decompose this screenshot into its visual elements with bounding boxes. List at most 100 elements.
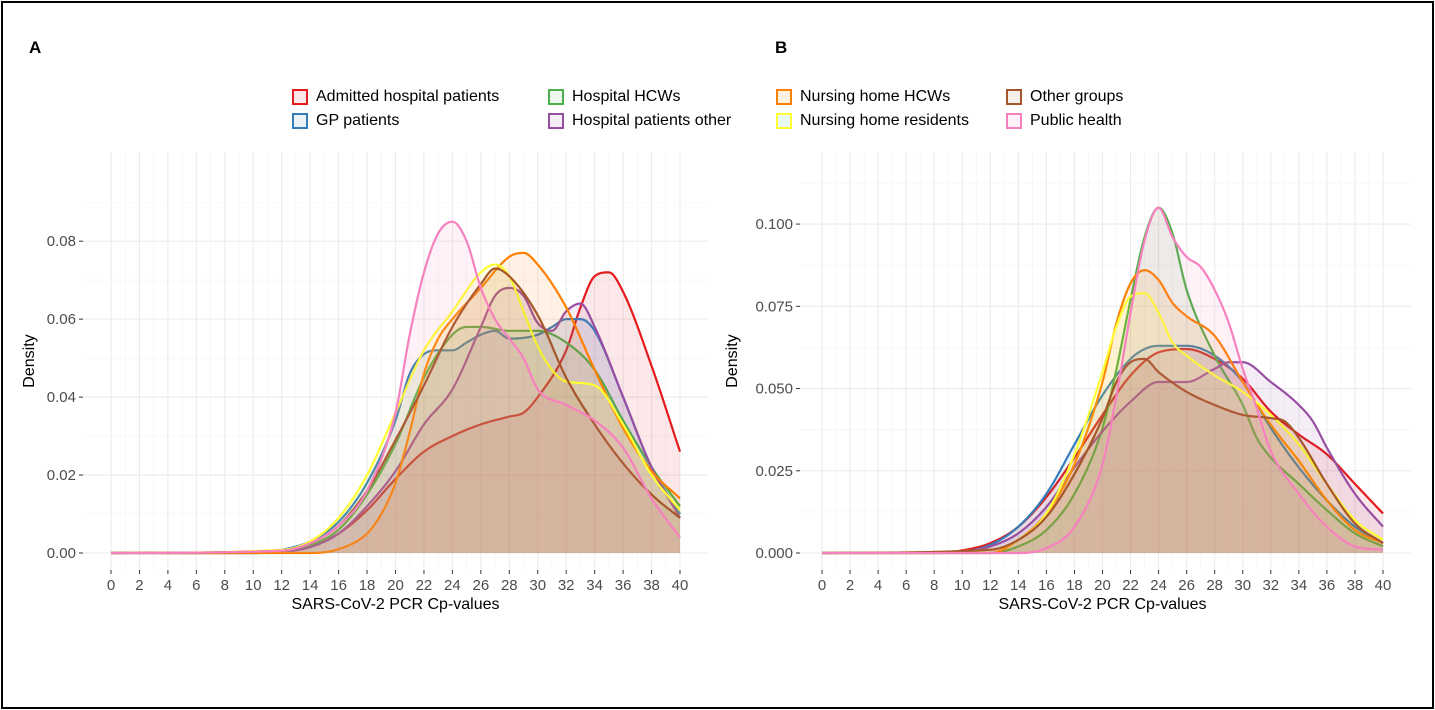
x-tick-label: 14 — [302, 577, 319, 594]
legend-label: Admitted hospital patients — [316, 88, 500, 105]
x-tick-label: 20 — [387, 577, 404, 594]
density-line-public-health — [110, 220, 681, 555]
y-tick-label: 0.02 — [47, 467, 76, 484]
density-area-other-groups — [111, 268, 680, 553]
legend-key — [776, 113, 792, 129]
x-tick-label: 12 — [982, 577, 999, 594]
legend-key — [1006, 89, 1022, 105]
density-line-public-health — [822, 206, 1384, 555]
density-area-hospital-hcws — [111, 326, 680, 553]
legend-label: Public health — [1030, 112, 1122, 129]
y-tick-label: 0.000 — [755, 545, 793, 562]
density-area-hospital-patients-other — [111, 287, 680, 553]
x-tick-label: 26 — [1178, 577, 1195, 594]
axes: 0 2 4 6 8 10 12 14 16 18 20 22 24 26 28 30 32 34 36 38 400.0… — [21, 233, 688, 613]
axes: 0 2 4 6 8 10 12 14 16 18 20 22 24 26 28 30 32 34 36 38 400.0… — [724, 216, 1391, 613]
density-area-admitted-hospital-patients — [111, 272, 680, 553]
density-area-hospital-patients-other — [822, 362, 1383, 553]
x-tick-label: 2 — [846, 577, 854, 594]
legend-key — [292, 113, 308, 129]
x-tick-label: 40 — [672, 577, 689, 594]
x-tick-label: 10 — [954, 577, 971, 594]
density-area-admitted-hospital-patients — [822, 349, 1383, 553]
legend-item-hospital-patients-other: Hospital patients other — [548, 110, 731, 132]
density-area-nursing-home-residents — [822, 293, 1383, 553]
x-tick-label: 4 — [874, 577, 882, 594]
density-area-gp-patients — [111, 319, 680, 553]
x-tick-label: 24 — [1150, 577, 1167, 594]
y-tick-label: 0.00 — [47, 545, 76, 562]
x-tick-label: 6 — [192, 577, 200, 594]
density-area-hospital-hcws — [822, 207, 1383, 553]
x-tick-label: 28 — [1206, 577, 1223, 594]
legend-item-nursing-home-residents: Nursing home residents — [776, 110, 969, 132]
x-tick-label: 16 — [1038, 577, 1055, 594]
density-area-nursing-home-residents — [111, 264, 680, 553]
grid-major — [83, 152, 708, 570]
grid-major — [800, 152, 1411, 570]
x-tick-label: 40 — [1375, 577, 1392, 594]
density-area-nursing-home-hcws — [111, 252, 680, 553]
grid-minor — [83, 152, 708, 570]
chart-legend: Admitted hospital patients GP patients H… — [292, 86, 1192, 136]
x-tick-label: 30 — [529, 577, 546, 594]
x-tick-label: 18 — [359, 577, 376, 594]
legend-item-public-health: Public health — [1006, 110, 1122, 132]
legend-item-other-groups: Other groups — [1006, 86, 1123, 108]
x-tick-label: 26 — [473, 577, 490, 594]
x-tick-label: 0 — [818, 577, 826, 594]
legend-key — [1006, 113, 1022, 129]
density-area-public-health — [111, 221, 680, 553]
y-tick-label: 0.04 — [47, 389, 76, 406]
series-public-health — [822, 206, 1384, 555]
x-tick-label: 10 — [245, 577, 262, 594]
x-tick-label: 0 — [107, 577, 115, 594]
x-tick-label: 20 — [1094, 577, 1111, 594]
y-tick-label: 0.100 — [755, 216, 793, 233]
x-tick-label: 4 — [164, 577, 172, 594]
legend-item-admitted-hospital-patients: Admitted hospital patients — [292, 86, 499, 108]
legend-label: Nursing home residents — [800, 112, 969, 129]
x-tick-label: 34 — [586, 577, 603, 594]
x-tick-label: 2 — [135, 577, 143, 594]
x-tick-label: 24 — [444, 577, 461, 594]
density-area-nursing-home-hcws — [822, 270, 1383, 553]
legend-key — [292, 89, 308, 105]
x-tick-label: 8 — [930, 577, 938, 594]
legend-label: Hospital HCWs — [572, 88, 681, 105]
y-tick-label: 0.06 — [47, 311, 76, 328]
y-tick-label: 0.025 — [755, 463, 793, 480]
legend-key — [548, 113, 564, 129]
y-axis-label: Density — [21, 334, 38, 387]
x-tick-label: 18 — [1066, 577, 1083, 594]
panel-a-label: A — [29, 38, 42, 57]
series-public-health — [110, 220, 681, 555]
x-tick-label: 8 — [221, 577, 229, 594]
x-tick-label: 38 — [1347, 577, 1364, 594]
x-tick-label: 6 — [902, 577, 910, 594]
legend-label: Other groups — [1030, 88, 1124, 105]
x-axis-label: SARS-CoV-2 PCR Cp-values — [291, 596, 499, 613]
density-area-gp-patients — [822, 345, 1383, 553]
legend-key — [776, 89, 792, 105]
legend-label: GP patients — [316, 112, 400, 129]
x-tick-label: 22 — [1122, 577, 1139, 594]
x-tick-label: 16 — [330, 577, 347, 594]
x-tick-label: 38 — [643, 577, 660, 594]
series-group — [821, 206, 1384, 555]
x-tick-label: 32 — [1262, 577, 1279, 594]
density-area-public-health — [822, 207, 1383, 553]
legend-label: Nursing home HCWs — [800, 88, 951, 105]
y-axis-label: Density — [724, 334, 741, 387]
panel-b-label: B — [775, 38, 788, 57]
x-tick-label: 30 — [1234, 577, 1251, 594]
x-tick-label: 34 — [1291, 577, 1308, 594]
legend-label: Hospital patients other — [572, 112, 732, 129]
x-tick-label: 12 — [273, 577, 290, 594]
y-tick-label: 0.08 — [47, 233, 76, 250]
y-tick-label: 0.075 — [755, 298, 793, 315]
x-tick-label: 28 — [501, 577, 518, 594]
